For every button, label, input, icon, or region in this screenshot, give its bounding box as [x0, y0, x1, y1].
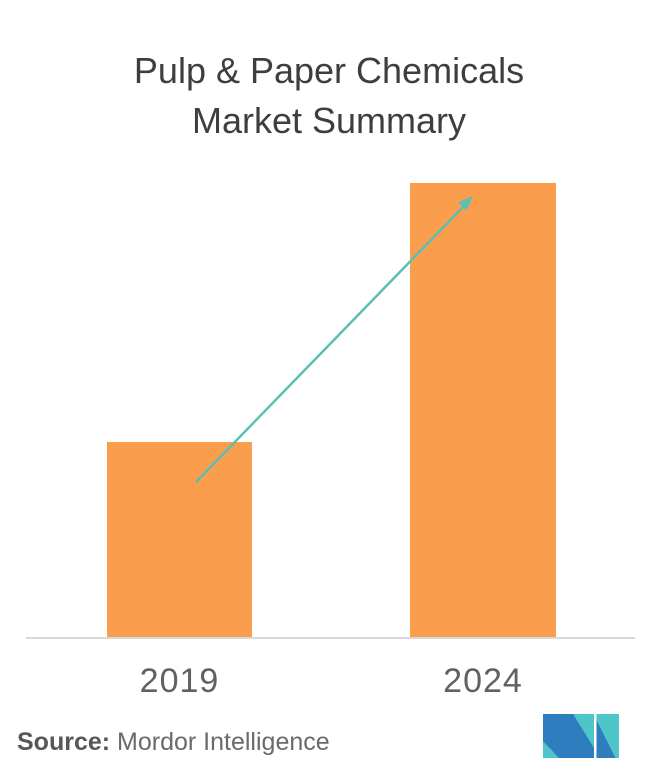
source-label: Source:: [17, 728, 111, 756]
chart-title-text: Pulp & Paper Chemicals Market Summary: [133, 50, 525, 141]
chart-title: Pulp & Paper Chemicals Market Summary: [0, 46, 658, 146]
source-value: Mordor Intelligence: [117, 728, 330, 756]
logo-left-blue-ribbon: [543, 714, 594, 758]
bar-2024: [410, 183, 556, 638]
source-attribution: Source: Mordor Intelligence: [17, 728, 330, 757]
bar-2019: [107, 442, 252, 638]
logo-right-blue-triangle: [596, 720, 616, 758]
mordor-intelligence-logo: [543, 714, 619, 758]
x-axis-label-2019: 2019: [139, 662, 220, 700]
x-axis-label-2024: 2024: [443, 662, 523, 700]
x-axis-line: [26, 637, 635, 639]
